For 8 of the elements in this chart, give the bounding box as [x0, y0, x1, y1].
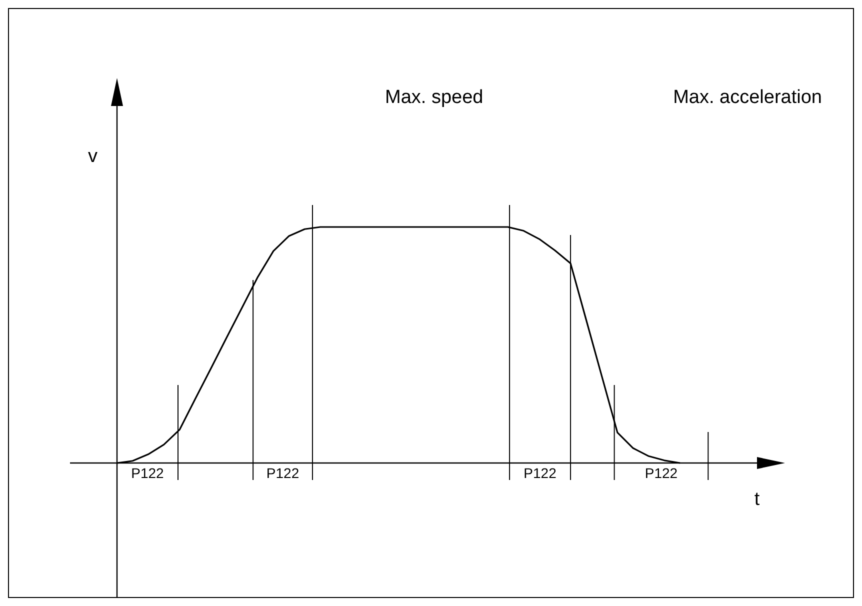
- text: P122: [266, 465, 300, 481]
- x-axis-title: t: [754, 489, 760, 510]
- text: P122: [131, 465, 164, 481]
- text: P122: [644, 465, 678, 481]
- text: Max. speed: [385, 87, 484, 108]
- text: Max. acceleration: [673, 87, 822, 108]
- text: P122: [524, 465, 557, 481]
- y-axis-title: v: [88, 146, 98, 167]
